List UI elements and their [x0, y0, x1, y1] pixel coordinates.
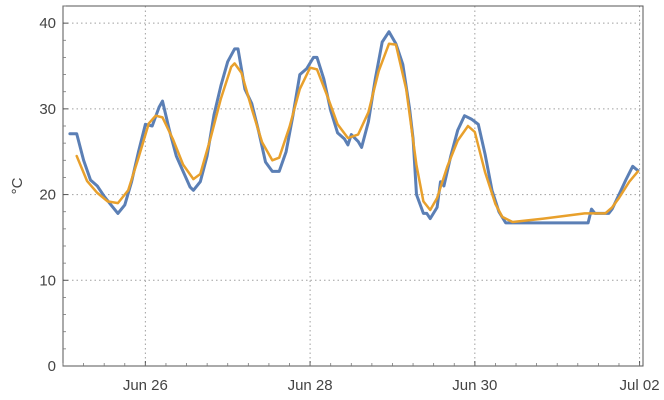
series-line-1: [68, 30, 640, 225]
y-tick-label: 0: [48, 358, 56, 375]
y-tick-label: 10: [39, 272, 56, 289]
grid: [63, 6, 643, 366]
y-tick-label: 40: [39, 15, 56, 32]
series-line-2: [75, 42, 640, 224]
x-tick-label: Jun 28: [288, 377, 333, 394]
y-axis-title: °C: [9, 177, 26, 194]
x-tick-label: Jul 02: [620, 377, 660, 394]
x-tick-label: Jun 30: [452, 377, 497, 394]
tick-labels: 0 10 20 30 40 Jun 26 Jun 28 Jun 30 Jul 02: [39, 15, 659, 394]
axes: [62, 5, 644, 367]
series-layer: [68, 30, 640, 225]
y-tick-label: 30: [39, 101, 56, 118]
x-tick-label: Jun 26: [123, 377, 168, 394]
y-tick-label: 20: [39, 187, 56, 204]
plot-frame: [62, 5, 644, 367]
